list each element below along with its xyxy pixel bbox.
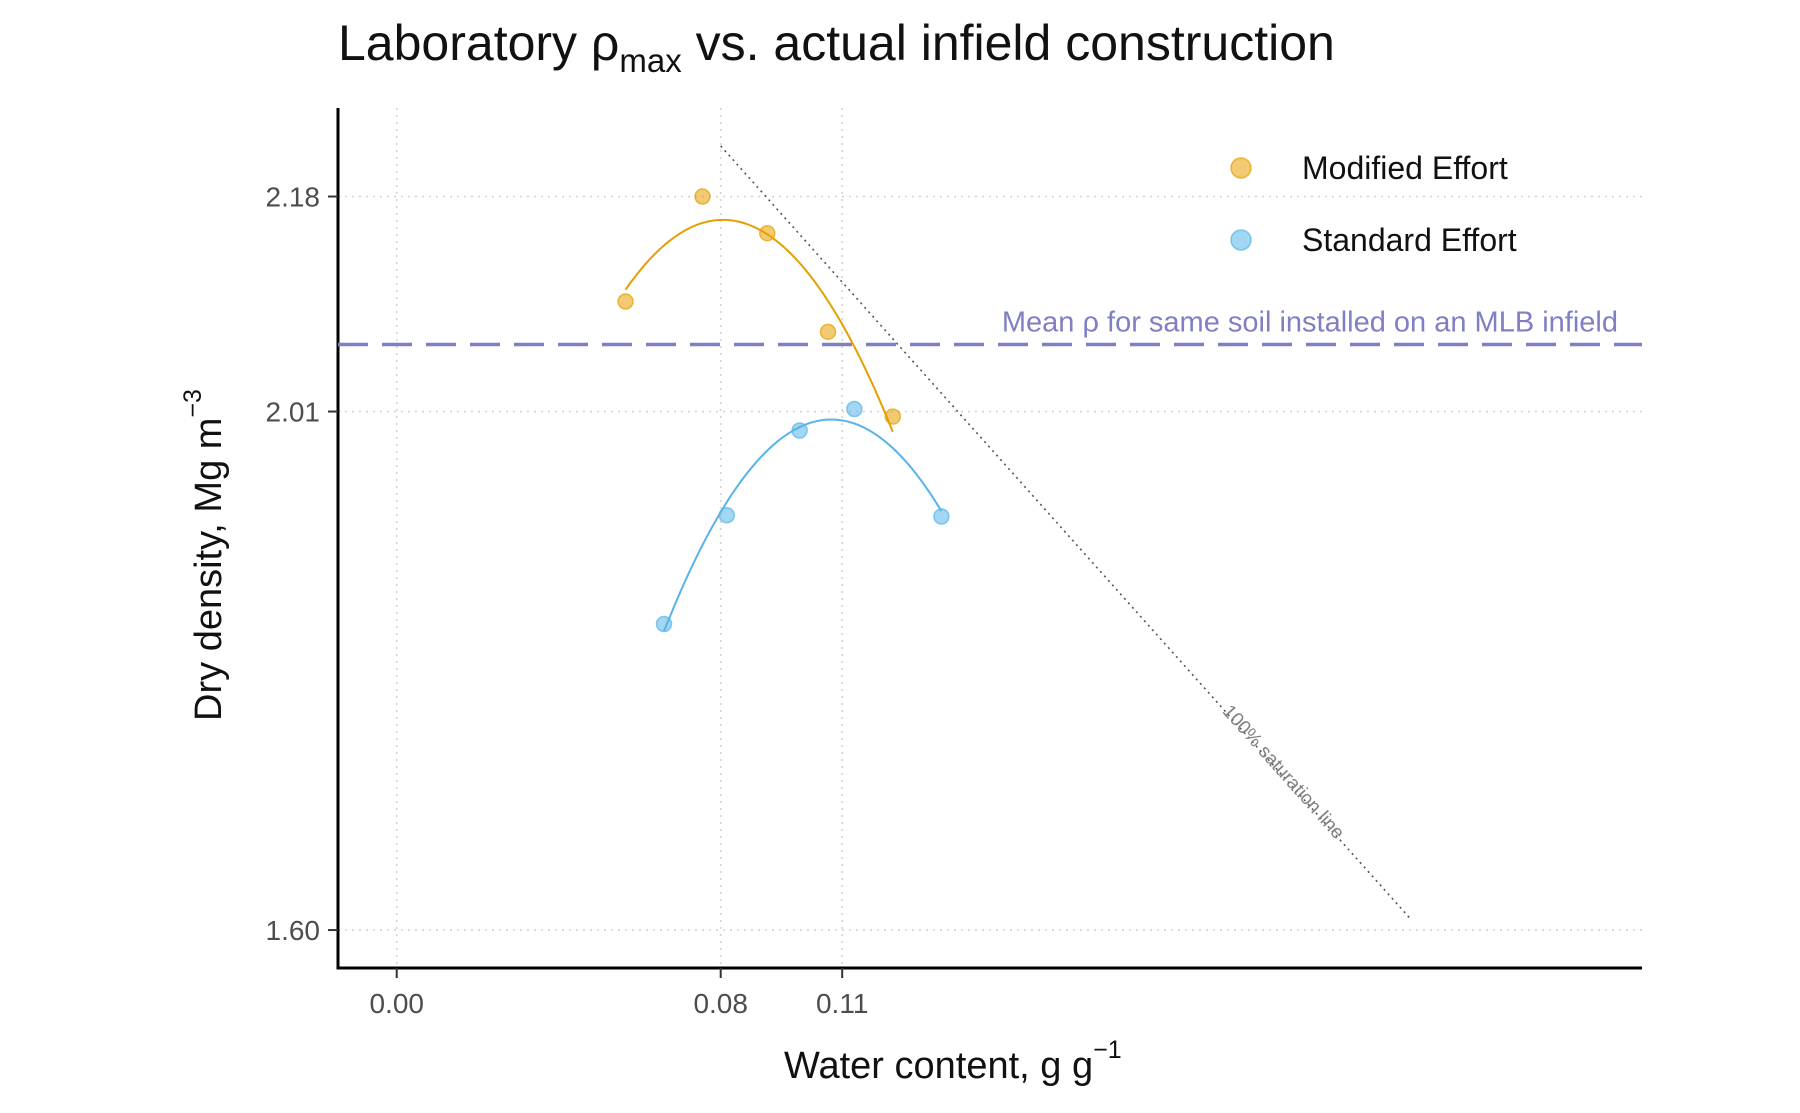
chart-title: Laboratory ρmax vs. actual infield const… <box>338 14 1335 80</box>
x-axis-label-exponent: −1 <box>1093 1036 1122 1064</box>
data-point-s1-4 <box>933 508 950 525</box>
x-tick-label-2: 0.11 <box>816 988 868 1019</box>
x-axis-label: Water content, g g−1 <box>784 1036 1122 1088</box>
x-tick-label-0: 0.00 <box>369 988 424 1019</box>
y-axis-label-exponent: −3 <box>179 389 207 418</box>
series-curve-1 <box>663 418 943 632</box>
data-point-s1-1 <box>718 506 736 524</box>
x-axis-label-main: Water content, g g <box>784 1045 1094 1087</box>
x-tick-label-1: 0.08 <box>693 988 748 1019</box>
reference-lines: 100% saturation line Mean ρ for same soil… <box>338 145 1642 918</box>
title-main: Laboratory ρ <box>338 15 620 71</box>
data-point-s0-0 <box>617 293 634 310</box>
saturation-line <box>720 145 1410 918</box>
y-axis-label-main: Dry density, Mg m <box>188 417 230 721</box>
data-series <box>617 188 950 633</box>
axes <box>336 108 1642 970</box>
data-point-s0-4 <box>884 408 902 425</box>
legend-label-1: Standard Effort <box>1302 222 1517 258</box>
legend: Modified Effort Standard Effort <box>1230 150 1517 258</box>
series-curve-0 <box>624 218 894 433</box>
data-point-s1-2 <box>791 422 808 439</box>
legend-label-0: Modified Effort <box>1302 150 1508 186</box>
data-point-s0-1 <box>694 188 711 205</box>
tick-labels: 0.00 0.08 0.11 1.60 2.01 2.18 <box>266 182 869 1019</box>
y-tick-label-2: 2.18 <box>266 182 321 213</box>
data-point-s1-0 <box>655 615 673 633</box>
grid-lines <box>338 108 1642 968</box>
legend-key-0 <box>1230 157 1252 179</box>
data-point-s0-2 <box>759 224 776 242</box>
title-subscript: max <box>619 42 682 79</box>
saturation-line-label: 100% saturation line <box>1218 701 1348 843</box>
mean-density-label: Mean ρ for same soil installed on an MLB… <box>1002 307 1618 339</box>
y-axis-label: Dry density, Mg m−3 <box>179 389 231 721</box>
y-tick-label-1: 2.01 <box>266 397 321 428</box>
title-rest: vs. actual infield construction <box>681 15 1335 71</box>
y-tick-label-0: 1.60 <box>266 915 321 946</box>
data-point-s1-3 <box>846 400 863 418</box>
data-point-s0-3 <box>819 323 837 341</box>
legend-key-1 <box>1230 229 1252 251</box>
